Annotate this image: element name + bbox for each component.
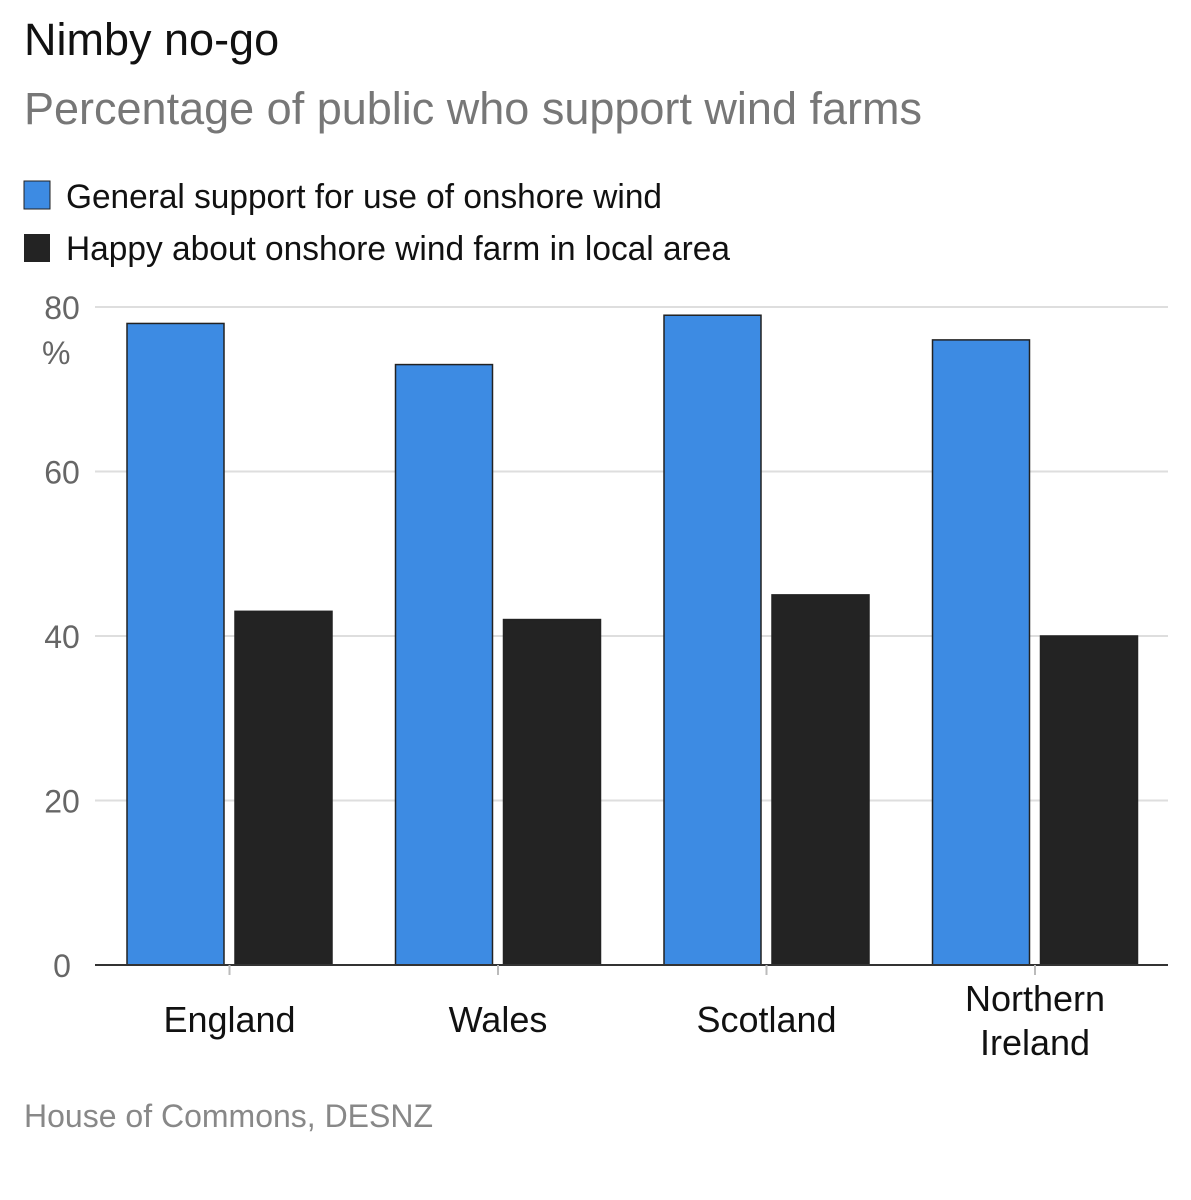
bar-local-area — [771, 594, 870, 966]
chart-subtitle: Percentage of public who support wind fa… — [24, 83, 922, 134]
y-tick-label: 0 — [53, 948, 71, 984]
bar-local-area — [234, 610, 333, 966]
source-note: House of Commons, DESNZ — [24, 1098, 433, 1134]
bar-general-support — [931, 339, 1031, 966]
y-tick-label: 60 — [44, 455, 80, 491]
legend: General support for use of onshore wind … — [23, 178, 730, 268]
legend-swatch-local-area — [24, 234, 50, 262]
y-tick-label: 20 — [44, 784, 80, 820]
legend-label-general-support: General support for use of onshore wind — [66, 178, 662, 216]
legend-label-local-area: Happy about onshore wind farm in local a… — [66, 230, 730, 268]
y-tick-label: 40 — [44, 619, 80, 655]
bars — [126, 314, 1139, 966]
bar-local-area — [1039, 635, 1139, 966]
x-category-label: Wales — [449, 999, 548, 1040]
x-category-label: England — [163, 999, 295, 1040]
legend-swatch-general-support — [23, 180, 51, 210]
bar-general-support — [394, 363, 494, 966]
x-category-label: Northern — [965, 978, 1105, 1019]
y-axis-unit: % — [42, 335, 70, 371]
bar-general-support — [663, 314, 762, 966]
x-category-label: Scotland — [696, 999, 836, 1040]
bar-local-area — [502, 618, 602, 966]
y-tick-label: 80 — [44, 290, 80, 326]
chart-title: Nimby no-go — [24, 14, 279, 65]
x-category-label: Ireland — [980, 1022, 1090, 1063]
bar-general-support — [126, 322, 225, 966]
y-axis-ticks: 0 20 40 60 80 — [44, 290, 80, 984]
